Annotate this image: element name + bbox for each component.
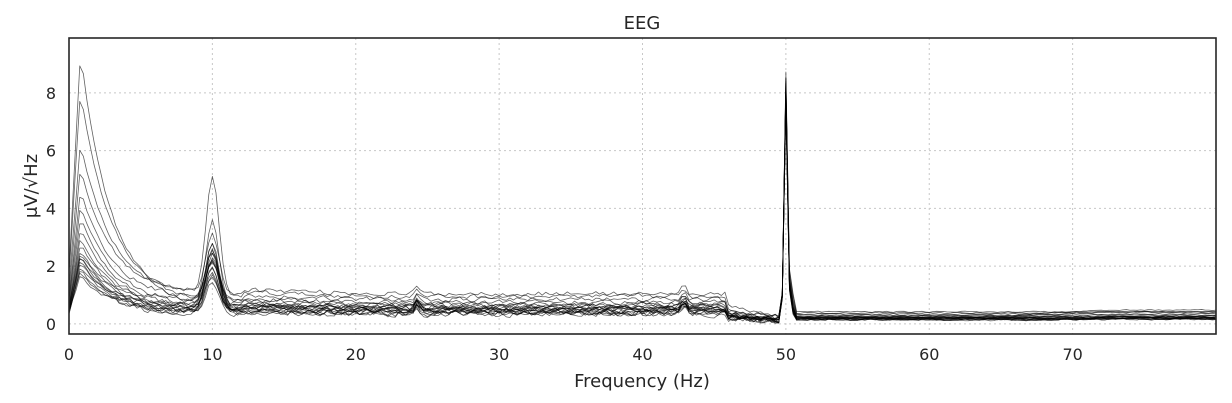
psd-series-line [68,91,1217,320]
x-tick-label: 70 [1062,345,1082,364]
y-axis-ticks: 0 2 4 6 8 [46,84,56,334]
x-tick-label: 0 [64,345,74,364]
psd-series-line [68,92,1217,323]
plot-area [68,65,1217,324]
x-tick-label: 60 [919,345,939,364]
chart-title: EEG [624,13,661,34]
x-axis-label: Frequency (Hz) [574,371,710,392]
psd-series-line [68,77,1217,318]
y-tick-label: 8 [46,84,56,103]
y-tick-label: 0 [46,315,56,334]
plot-frame [68,37,1217,335]
series-group [68,65,1217,324]
psd-series-line [68,65,1217,321]
x-tick-label: 50 [776,345,796,364]
x-axis-ticks: 0 10 20 30 40 50 60 70 [64,345,1083,364]
x-tick-label: 10 [202,345,222,364]
y-tick-label: 2 [46,257,56,276]
x-tick-label: 40 [632,345,652,364]
psd-series-line [68,102,1217,324]
psd-series-line [68,109,1217,324]
grid [69,38,1216,334]
y-tick-label: 6 [46,142,56,161]
y-tick-label: 4 [46,199,56,218]
x-tick-label: 30 [489,345,509,364]
y-axis-label: μV/√Hz [21,154,42,218]
x-tick-label: 20 [346,345,366,364]
